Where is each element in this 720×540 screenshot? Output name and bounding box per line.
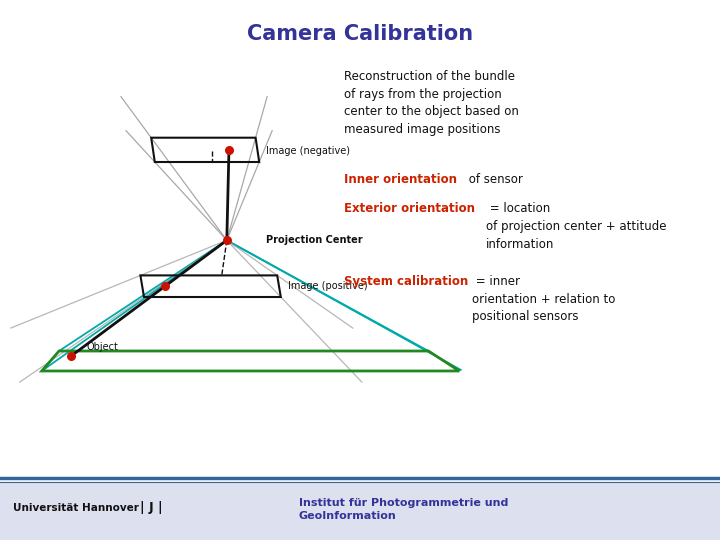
Text: | J |: | J | xyxy=(140,501,163,514)
Point xyxy=(65,352,76,361)
Text: Inner orientation: Inner orientation xyxy=(344,173,457,186)
Text: Exterior orientation: Exterior orientation xyxy=(344,202,475,215)
Text: of sensor: of sensor xyxy=(465,173,523,186)
Text: Reconstruction of the bundle
of rays from the projection
center to the object ba: Reconstruction of the bundle of rays fro… xyxy=(344,70,519,136)
Text: = location
of projection center + attitude
information: = location of projection center + attitu… xyxy=(486,202,667,251)
Text: GeoInformation: GeoInformation xyxy=(299,511,397,521)
Point xyxy=(159,282,171,291)
Text: Image (negative): Image (negative) xyxy=(266,146,351,156)
Point xyxy=(223,145,235,154)
Text: Image (positive): Image (positive) xyxy=(288,281,368,291)
Text: = inner
orientation + relation to
positional sensors: = inner orientation + relation to positi… xyxy=(472,275,616,323)
Point xyxy=(221,236,233,245)
Text: Camera Calibration: Camera Calibration xyxy=(247,24,473,44)
Text: Universität Hannover: Universität Hannover xyxy=(13,503,139,512)
Text: Projection Center: Projection Center xyxy=(266,235,363,245)
Text: Institut für Photogrammetrie und: Institut für Photogrammetrie und xyxy=(299,498,508,508)
Text: Object: Object xyxy=(86,342,118,352)
Text: System calibration: System calibration xyxy=(344,275,469,288)
